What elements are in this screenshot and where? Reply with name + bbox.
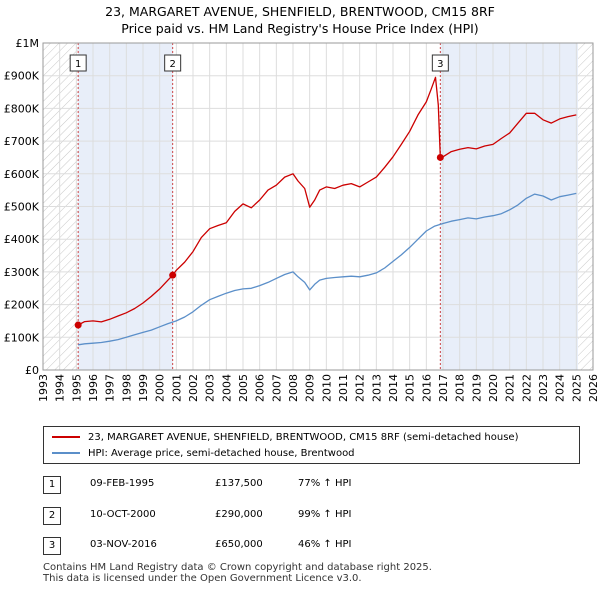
sale-date: 09-FEB-1995 [90, 478, 155, 489]
x-tick-label: 2010 [320, 374, 333, 402]
x-tick-label: 2003 [204, 374, 217, 402]
legend-swatch-price [52, 436, 80, 438]
sale-price: £137,500 [215, 478, 263, 489]
x-tick-label: 2004 [220, 374, 233, 402]
y-tick-label: £100K [4, 331, 40, 344]
x-tick-label: 1996 [87, 374, 100, 402]
sale-label-text: 1 [75, 59, 81, 70]
x-tick-label: 2009 [304, 374, 317, 402]
x-tick-label: 2016 [420, 374, 433, 402]
y-tick-label: £1M [16, 37, 40, 50]
x-tick-label: 2008 [287, 374, 300, 402]
table-row: 3 03-NOV-2016 £650,000 46% ↑ HPI [43, 537, 443, 557]
x-tick-label: 2013 [370, 374, 383, 402]
title-line-1: 23, MARGARET AVENUE, SHENFIELD, BRENTWOO… [105, 4, 495, 19]
x-tick-label: 2014 [387, 374, 400, 402]
sale-hpi-delta: 99% ↑ HPI [298, 509, 352, 520]
x-tick-label: 1999 [137, 374, 150, 402]
y-tick-label: £900K [4, 70, 40, 83]
legend: 23, MARGARET AVENUE, SHENFIELD, BRENTWOO… [43, 426, 580, 464]
footer-line-1: Contains HM Land Registry data © Crown c… [43, 562, 432, 573]
sale-number-badge: 3 [43, 537, 61, 555]
legend-item-hpi: HPI: Average price, semi-detached house,… [52, 446, 355, 460]
sale-label-text: 3 [437, 59, 443, 70]
x-tick-label: 1994 [54, 374, 67, 402]
y-tick-label: £600K [4, 168, 40, 181]
sale-price: £290,000 [215, 509, 263, 520]
sale-point [169, 271, 177, 279]
y-tick-label: £400K [4, 233, 40, 246]
x-tick-label: 2011 [337, 374, 350, 402]
sale-date: 10-OCT-2000 [90, 509, 156, 520]
x-tick-label: 2015 [404, 374, 417, 402]
legend-swatch-hpi [52, 452, 80, 454]
x-tick-label: 2021 [504, 374, 517, 402]
price-paid-line [77, 76, 577, 326]
x-tick-label: 2012 [354, 374, 367, 402]
x-tick-label: 2007 [270, 374, 283, 402]
legend-label-hpi: HPI: Average price, semi-detached house,… [88, 447, 355, 459]
legend-label-price: 23, MARGARET AVENUE, SHENFIELD, BRENTWOO… [88, 431, 519, 443]
price-chart: 1 2 3 £0 £100K £200K £300K £400K £500K £600K £700… [4, 37, 600, 402]
y-tick-label: £800K [4, 102, 40, 115]
footer: Contains HM Land Registry data © Crown c… [43, 562, 432, 584]
table-row: 2 10-OCT-2000 £290,000 99% ↑ HPI [43, 507, 443, 527]
chart-title: 23, MARGARET AVENUE, SHENFIELD, BRENTWOO… [0, 3, 600, 37]
sale-label-text: 2 [169, 59, 175, 70]
x-tick-label: 2020 [487, 374, 500, 402]
x-tick-label: 2026 [587, 374, 600, 402]
x-tick-label: 2018 [454, 374, 467, 402]
sale-number-badge: 2 [43, 507, 61, 525]
legend-item-price: 23, MARGARET AVENUE, SHENFIELD, BRENTWOO… [52, 430, 518, 444]
plot-frame [42, 42, 594, 371]
sale-price: £650,000 [215, 539, 263, 550]
sale-label-box [431, 54, 449, 72]
footer-line-2: This data is licensed under the Open Gov… [43, 573, 362, 584]
x-tick-label: 2019 [470, 374, 483, 402]
hpi-line [78, 192, 577, 346]
sale-point [74, 321, 82, 329]
sale-label-box [69, 54, 87, 72]
x-tick-label: 2025 [570, 374, 583, 402]
sale-hpi-delta: 46% ↑ HPI [298, 539, 352, 550]
x-tick-label: 1993 [37, 374, 50, 402]
x-tick-label: 1997 [104, 374, 117, 402]
x-tick-label: 2005 [237, 374, 250, 402]
table-row: 1 09-FEB-1995 £137,500 77% ↑ HPI [43, 476, 443, 496]
sale-point [436, 153, 444, 161]
y-tick-label: £700K [4, 135, 40, 148]
sale-number-badge: 1 [43, 476, 61, 494]
x-tick-label: 2002 [187, 374, 200, 402]
sale-date: 03-NOV-2016 [90, 539, 157, 550]
x-tick-label: 2023 [537, 374, 550, 402]
title-line-2: Price paid vs. HM Land Registry's House … [121, 21, 479, 36]
x-tick-label: 2022 [520, 374, 533, 402]
x-tick-label: 2006 [254, 374, 267, 402]
x-tick-label: 1998 [120, 374, 133, 402]
x-tick-label: 2000 [154, 374, 167, 402]
sale-hpi-delta: 77% ↑ HPI [298, 478, 352, 489]
y-tick-label: £200K [4, 299, 40, 312]
y-tick-label: £300K [4, 266, 40, 279]
x-tick-label: 2001 [170, 374, 183, 402]
x-tick-label: 2017 [437, 374, 450, 402]
x-tick-label: 2024 [554, 374, 567, 402]
y-tick-label: £0 [25, 364, 39, 377]
x-tick-label: 1995 [70, 374, 83, 402]
y-tick-label: £500K [4, 201, 40, 214]
sale-label-box [164, 54, 182, 72]
